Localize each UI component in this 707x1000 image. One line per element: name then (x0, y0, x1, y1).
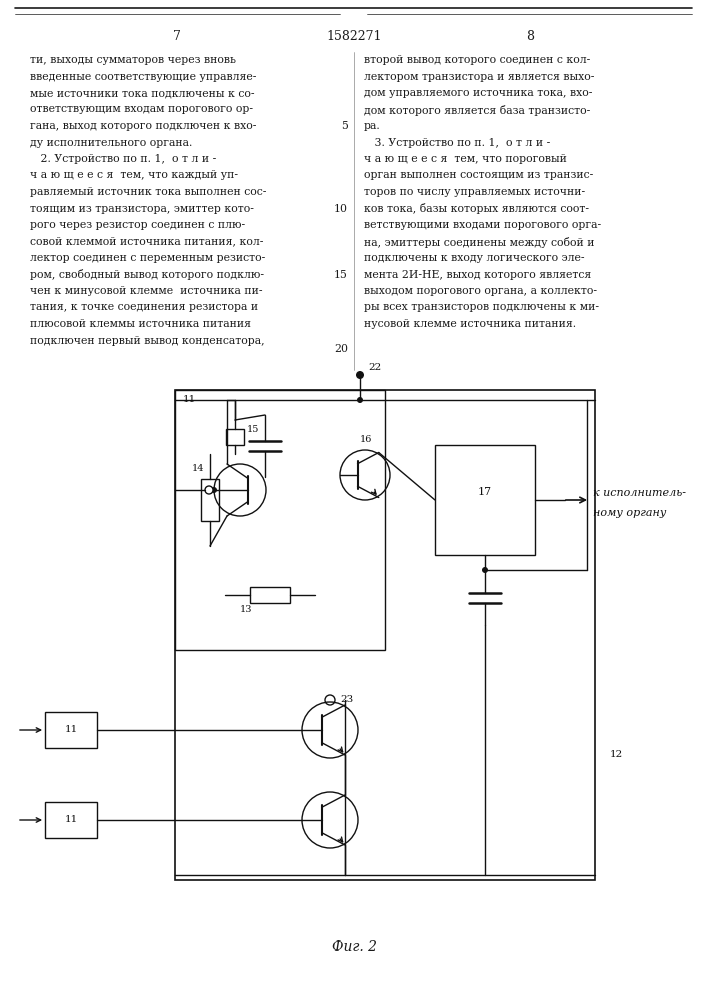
Text: ч а ю щ е е с я  тем, что каждый уп-: ч а ю щ е е с я тем, что каждый уп- (30, 170, 238, 180)
Text: гана, выход которого подключен к вхо-: гана, выход которого подключен к вхо- (30, 121, 257, 131)
Text: ры всех транзисторов подключены к ми-: ры всех транзисторов подключены к ми- (364, 302, 599, 312)
Text: совой клеммой источника питания, кол-: совой клеммой источника питания, кол- (30, 236, 264, 246)
Bar (226, 429, 244, 445)
Text: 8: 8 (526, 30, 534, 43)
Text: рого через резистор соединен с плю-: рого через резистор соединен с плю- (30, 220, 245, 230)
Text: ти, выходы сумматоров через вновь: ти, выходы сумматоров через вновь (30, 55, 236, 65)
Text: тоящим из транзистора, эмиттер кото-: тоящим из транзистора, эмиттер кото- (30, 204, 254, 214)
Text: дом которого является база транзисто-: дом которого является база транзисто- (364, 104, 590, 115)
Text: 16: 16 (360, 435, 373, 444)
Bar (45, 712, 97, 748)
Text: ветствующими входами порогового орга-: ветствующими входами порогового орга- (364, 220, 601, 230)
Circle shape (205, 486, 213, 494)
Bar (435, 445, 535, 555)
Text: лектором транзистора и является выхо-: лектором транзистора и является выхо- (364, 72, 595, 82)
Text: равляемый источник тока выполнен сос-: равляемый источник тока выполнен сос- (30, 187, 267, 197)
Text: ра.: ра. (364, 121, 381, 131)
Circle shape (326, 696, 334, 704)
Text: ному органу: ному органу (593, 508, 667, 518)
Text: ром, свободный вывод которого подклю-: ром, свободный вывод которого подклю- (30, 269, 264, 280)
Circle shape (357, 397, 363, 403)
Bar (45, 802, 97, 838)
Circle shape (482, 567, 488, 573)
Text: ответствующим входам порогового ор-: ответствующим входам порогового ор- (30, 104, 253, 114)
Text: 12: 12 (610, 750, 624, 759)
Bar (201, 479, 219, 521)
Text: 1582271: 1582271 (326, 30, 382, 43)
Text: ду исполнительного органа.: ду исполнительного органа. (30, 137, 192, 147)
Text: тания, к точке соединения резистора и: тания, к точке соединения резистора и (30, 302, 258, 312)
Text: плюсовой клеммы источника питания: плюсовой клеммы источника питания (30, 319, 251, 329)
Text: 13: 13 (240, 605, 252, 614)
Text: нусовой клемме источника питания.: нусовой клемме источника питания. (364, 319, 576, 329)
Text: 11: 11 (64, 816, 78, 824)
Text: 11: 11 (183, 395, 197, 404)
Text: введенные соответствующие управляе-: введенные соответствующие управляе- (30, 72, 257, 82)
Text: мента 2И-НЕ, выход которого является: мента 2И-НЕ, выход которого является (364, 269, 591, 279)
Text: 2. Устройство по п. 1,  о т л и -: 2. Устройство по п. 1, о т л и - (30, 154, 216, 164)
Text: 7: 7 (173, 30, 181, 43)
Bar (175, 390, 385, 650)
Text: 11: 11 (64, 726, 78, 734)
Text: выходом порогового органа, а коллекто-: выходом порогового органа, а коллекто- (364, 286, 597, 296)
Text: 5: 5 (341, 121, 348, 131)
Text: 23: 23 (340, 695, 354, 704)
Text: 22: 22 (368, 363, 381, 372)
Text: Фиг. 2: Фиг. 2 (332, 940, 377, 954)
Text: мые источники тока подключены к со-: мые источники тока подключены к со- (30, 88, 255, 98)
Text: на, эмиттеры соединены между собой и: на, эмиттеры соединены между собой и (364, 236, 595, 247)
Text: подключены к входу логического эле-: подключены к входу логического эле- (364, 253, 585, 263)
Text: дом управляемого источника тока, вхо-: дом управляемого источника тока, вхо- (364, 88, 592, 98)
Text: 15: 15 (334, 269, 348, 279)
Text: 17: 17 (478, 487, 492, 497)
Text: второй вывод которого соединен с кол-: второй вывод которого соединен с кол- (364, 55, 590, 65)
Text: орган выполнен состоящим из транзис-: орган выполнен состоящим из транзис- (364, 170, 593, 180)
Text: 15: 15 (247, 425, 259, 434)
Text: 10: 10 (334, 204, 348, 214)
Text: 14: 14 (192, 464, 204, 473)
Text: торов по числу управляемых источни-: торов по числу управляемых источни- (364, 187, 585, 197)
Circle shape (211, 487, 217, 493)
Circle shape (356, 371, 364, 379)
Text: ч а ю щ е е с я  тем, что пороговый: ч а ю щ е е с я тем, что пороговый (364, 154, 567, 164)
Text: чен к минусовой клемме  источника пи-: чен к минусовой клемме источника пи- (30, 286, 262, 296)
Text: подключен первый вывод конденсатора,: подключен первый вывод конденсатора, (30, 336, 264, 346)
Text: к исполнитель-: к исполнитель- (593, 488, 686, 498)
Text: 20: 20 (334, 344, 348, 354)
Circle shape (325, 695, 335, 705)
Bar (175, 390, 595, 880)
Text: ков тока, базы которых являются соот-: ков тока, базы которых являются соот- (364, 204, 589, 215)
Text: лектор соединен с переменным резисто-: лектор соединен с переменным резисто- (30, 253, 265, 263)
Bar (250, 587, 291, 603)
Text: 3. Устройство по п. 1,  о т л и -: 3. Устройство по п. 1, о т л и - (364, 137, 550, 147)
